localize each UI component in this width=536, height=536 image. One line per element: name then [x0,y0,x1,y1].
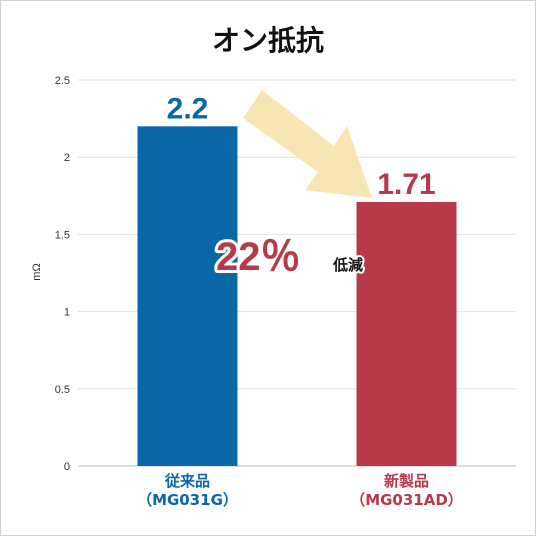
bar-1 [137,126,238,466]
category-label-1-model: （MG031G） [137,491,238,509]
bar-2 [356,201,457,466]
y-axis-label: mΩ [31,263,43,280]
reduction-label: 低減 [332,256,363,274]
value-label-2: 1.71 [377,168,435,201]
category-label-2-name: 新製品 [384,472,429,490]
value-label-1: 2.2 [167,92,209,125]
arrow-icon [243,90,372,198]
bars [137,126,457,466]
y-tick-label: 1 [64,307,70,319]
y-tick-label: 0 [64,461,70,473]
y-tick-label: 0.5 [55,384,70,396]
category-labels: 従来品（MG031G） 新製品（MG031AD） [137,472,463,509]
y-tick-label: 1.5 [55,229,70,241]
y-tick-label: 2.5 [55,75,70,87]
category-label-2-model: （MG031AD） [350,491,463,509]
y-tick-label: 2 [64,152,70,164]
reduction-percent: 22％ [216,235,301,279]
category-label-1-name: 従来品 [164,472,210,490]
y-axis-ticks: 0 0.5 1 1.5 2 2.5 [55,75,70,473]
value-labels: 2.2 1.71 [164,90,438,204]
chart-title: オン抵抗 [212,24,324,57]
